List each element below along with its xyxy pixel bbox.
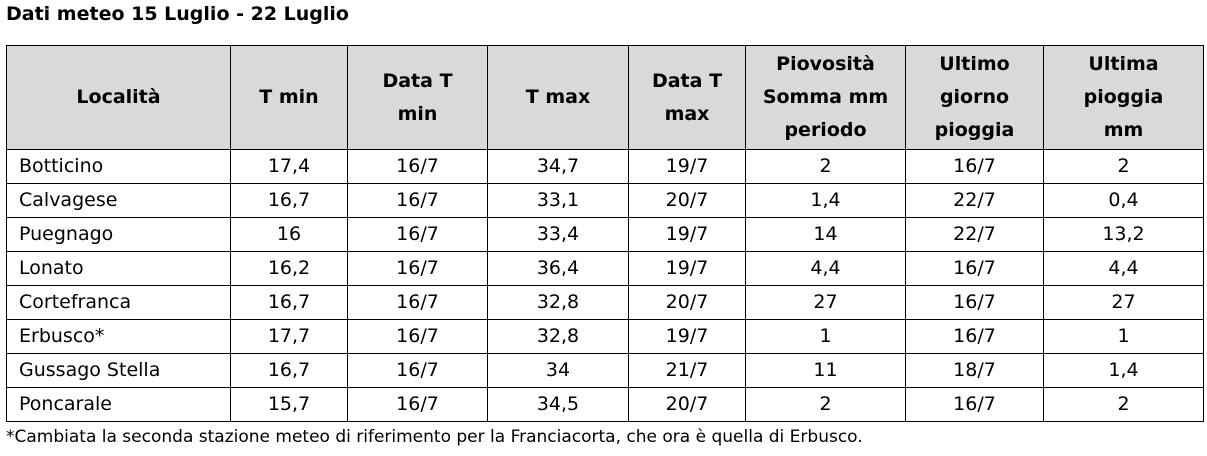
cell-ultima-pioggia: 1: [1043, 319, 1204, 354]
header-data-t-min: Data T min: [347, 45, 488, 150]
cell-ultima-pioggia: 2: [1043, 387, 1204, 422]
cell-ultimo-giorno: 16/7: [905, 319, 1044, 354]
cell-ultima-pioggia: 13,2: [1043, 217, 1204, 252]
header-data-t-max: Data T max: [628, 45, 746, 150]
cell-ultimo-giorno: 22/7: [905, 217, 1044, 252]
cell-localita: Cortefranca: [6, 285, 231, 320]
cell-data-t-min: 16/7: [347, 353, 488, 388]
cell-data-t-min: 16/7: [347, 387, 488, 422]
table-header-row: Località T min Data T min T max Data T m…: [6, 45, 1204, 150]
cell-ultimo-giorno: 16/7: [905, 251, 1044, 286]
cell-t-min: 16,7: [230, 353, 348, 388]
cell-localita: Gussago Stella: [6, 353, 231, 388]
cell-t-min: 16,7: [230, 285, 348, 320]
cell-t-max: 34,7: [487, 149, 629, 184]
cell-data-t-min: 16/7: [347, 285, 488, 320]
cell-data-t-max: 19/7: [628, 217, 746, 252]
header-ultimo-giorno: Ultimo giorno pioggia: [905, 45, 1044, 150]
cell-piovosita: 14: [745, 217, 906, 252]
cell-t-max: 32,8: [487, 285, 629, 320]
cell-piovosita: 11: [745, 353, 906, 388]
cell-t-min: 16,7: [230, 183, 348, 218]
cell-t-min: 17,7: [230, 319, 348, 354]
cell-data-t-max: 20/7: [628, 285, 746, 320]
cell-data-t-min: 16/7: [347, 251, 488, 286]
cell-piovosita: 1,4: [745, 183, 906, 218]
cell-ultimo-giorno: 16/7: [905, 149, 1044, 184]
table-row: Cortefranca 16,7 16/7 32,8 20/7 27 16/7 27: [6, 285, 1204, 320]
cell-piovosita: 2: [745, 387, 906, 422]
cell-localita: Botticino: [6, 149, 231, 184]
cell-t-max: 34,5: [487, 387, 629, 422]
cell-ultima-pioggia: 0,4: [1043, 183, 1204, 218]
header-t-min: T min: [230, 45, 348, 150]
table-row: Puegnago 16 16/7 33,4 19/7 14 22/7 13,2: [6, 217, 1204, 252]
cell-data-t-min: 16/7: [347, 149, 488, 184]
table-row: Gussago Stella 16,7 16/7 34 21/7 11 18/7 1,4: [6, 353, 1204, 388]
cell-data-t-max: 20/7: [628, 387, 746, 422]
table-row: Erbusco* 17,7 16/7 32,8 19/7 1 16/7 1: [6, 319, 1204, 354]
cell-ultimo-giorno: 16/7: [905, 387, 1044, 422]
header-ultima-pioggia: Ultima pioggia mm: [1043, 45, 1204, 150]
page-title: Dati meteo 15 Luglio - 22 Luglio: [6, 3, 349, 25]
table-body: Botticino 17,4 16/7 34,7 19/7 2 16/7 2 Calvagese…: [6, 149, 1204, 422]
cell-t-min: 16: [230, 217, 348, 252]
cell-ultimo-giorno: 16/7: [905, 285, 1044, 320]
cell-piovosita: 1: [745, 319, 906, 354]
cell-ultima-pioggia: 2: [1043, 149, 1204, 184]
table-row: Poncarale 15,7 16/7 34,5 20/7 2 16/7 2: [6, 387, 1204, 422]
table-row: Calvagese 16,7 16/7 33,1 20/7 1,4 22/7 0,4: [6, 183, 1204, 218]
cell-ultima-pioggia: 4,4: [1043, 251, 1204, 286]
cell-t-min: 15,7: [230, 387, 348, 422]
cell-ultima-pioggia: 1,4: [1043, 353, 1204, 388]
cell-data-t-max: 19/7: [628, 251, 746, 286]
cell-data-t-min: 16/7: [347, 183, 488, 218]
footnote: *Cambiata la seconda stazione meteo di r…: [6, 427, 863, 447]
cell-localita: Puegnago: [6, 217, 231, 252]
cell-localita: Erbusco*: [6, 319, 231, 354]
cell-data-t-min: 16/7: [347, 319, 488, 354]
cell-localita: Lonato: [6, 251, 231, 286]
weather-data-table: Località T min Data T min T max Data T m…: [6, 45, 1204, 422]
cell-localita: Poncarale: [6, 387, 231, 422]
cell-ultimo-giorno: 18/7: [905, 353, 1044, 388]
cell-data-t-max: 21/7: [628, 353, 746, 388]
header-localita: Località: [6, 45, 231, 150]
cell-t-max: 32,8: [487, 319, 629, 354]
header-piovosita: Piovosità Somma mm periodo: [745, 45, 906, 150]
cell-t-min: 17,4: [230, 149, 348, 184]
cell-data-t-max: 19/7: [628, 319, 746, 354]
table-row: Botticino 17,4 16/7 34,7 19/7 2 16/7 2: [6, 149, 1204, 184]
cell-t-min: 16,2: [230, 251, 348, 286]
header-t-max: T max: [487, 45, 629, 150]
cell-ultimo-giorno: 22/7: [905, 183, 1044, 218]
cell-data-t-min: 16/7: [347, 217, 488, 252]
cell-data-t-max: 19/7: [628, 149, 746, 184]
cell-t-max: 36,4: [487, 251, 629, 286]
table-row: Lonato 16,2 16/7 36,4 19/7 4,4 16/7 4,4: [6, 251, 1204, 286]
cell-localita: Calvagese: [6, 183, 231, 218]
cell-piovosita: 2: [745, 149, 906, 184]
cell-data-t-max: 20/7: [628, 183, 746, 218]
cell-t-max: 33,4: [487, 217, 629, 252]
cell-t-max: 34: [487, 353, 629, 388]
cell-ultima-pioggia: 27: [1043, 285, 1204, 320]
cell-piovosita: 4,4: [745, 251, 906, 286]
cell-t-max: 33,1: [487, 183, 629, 218]
cell-piovosita: 27: [745, 285, 906, 320]
